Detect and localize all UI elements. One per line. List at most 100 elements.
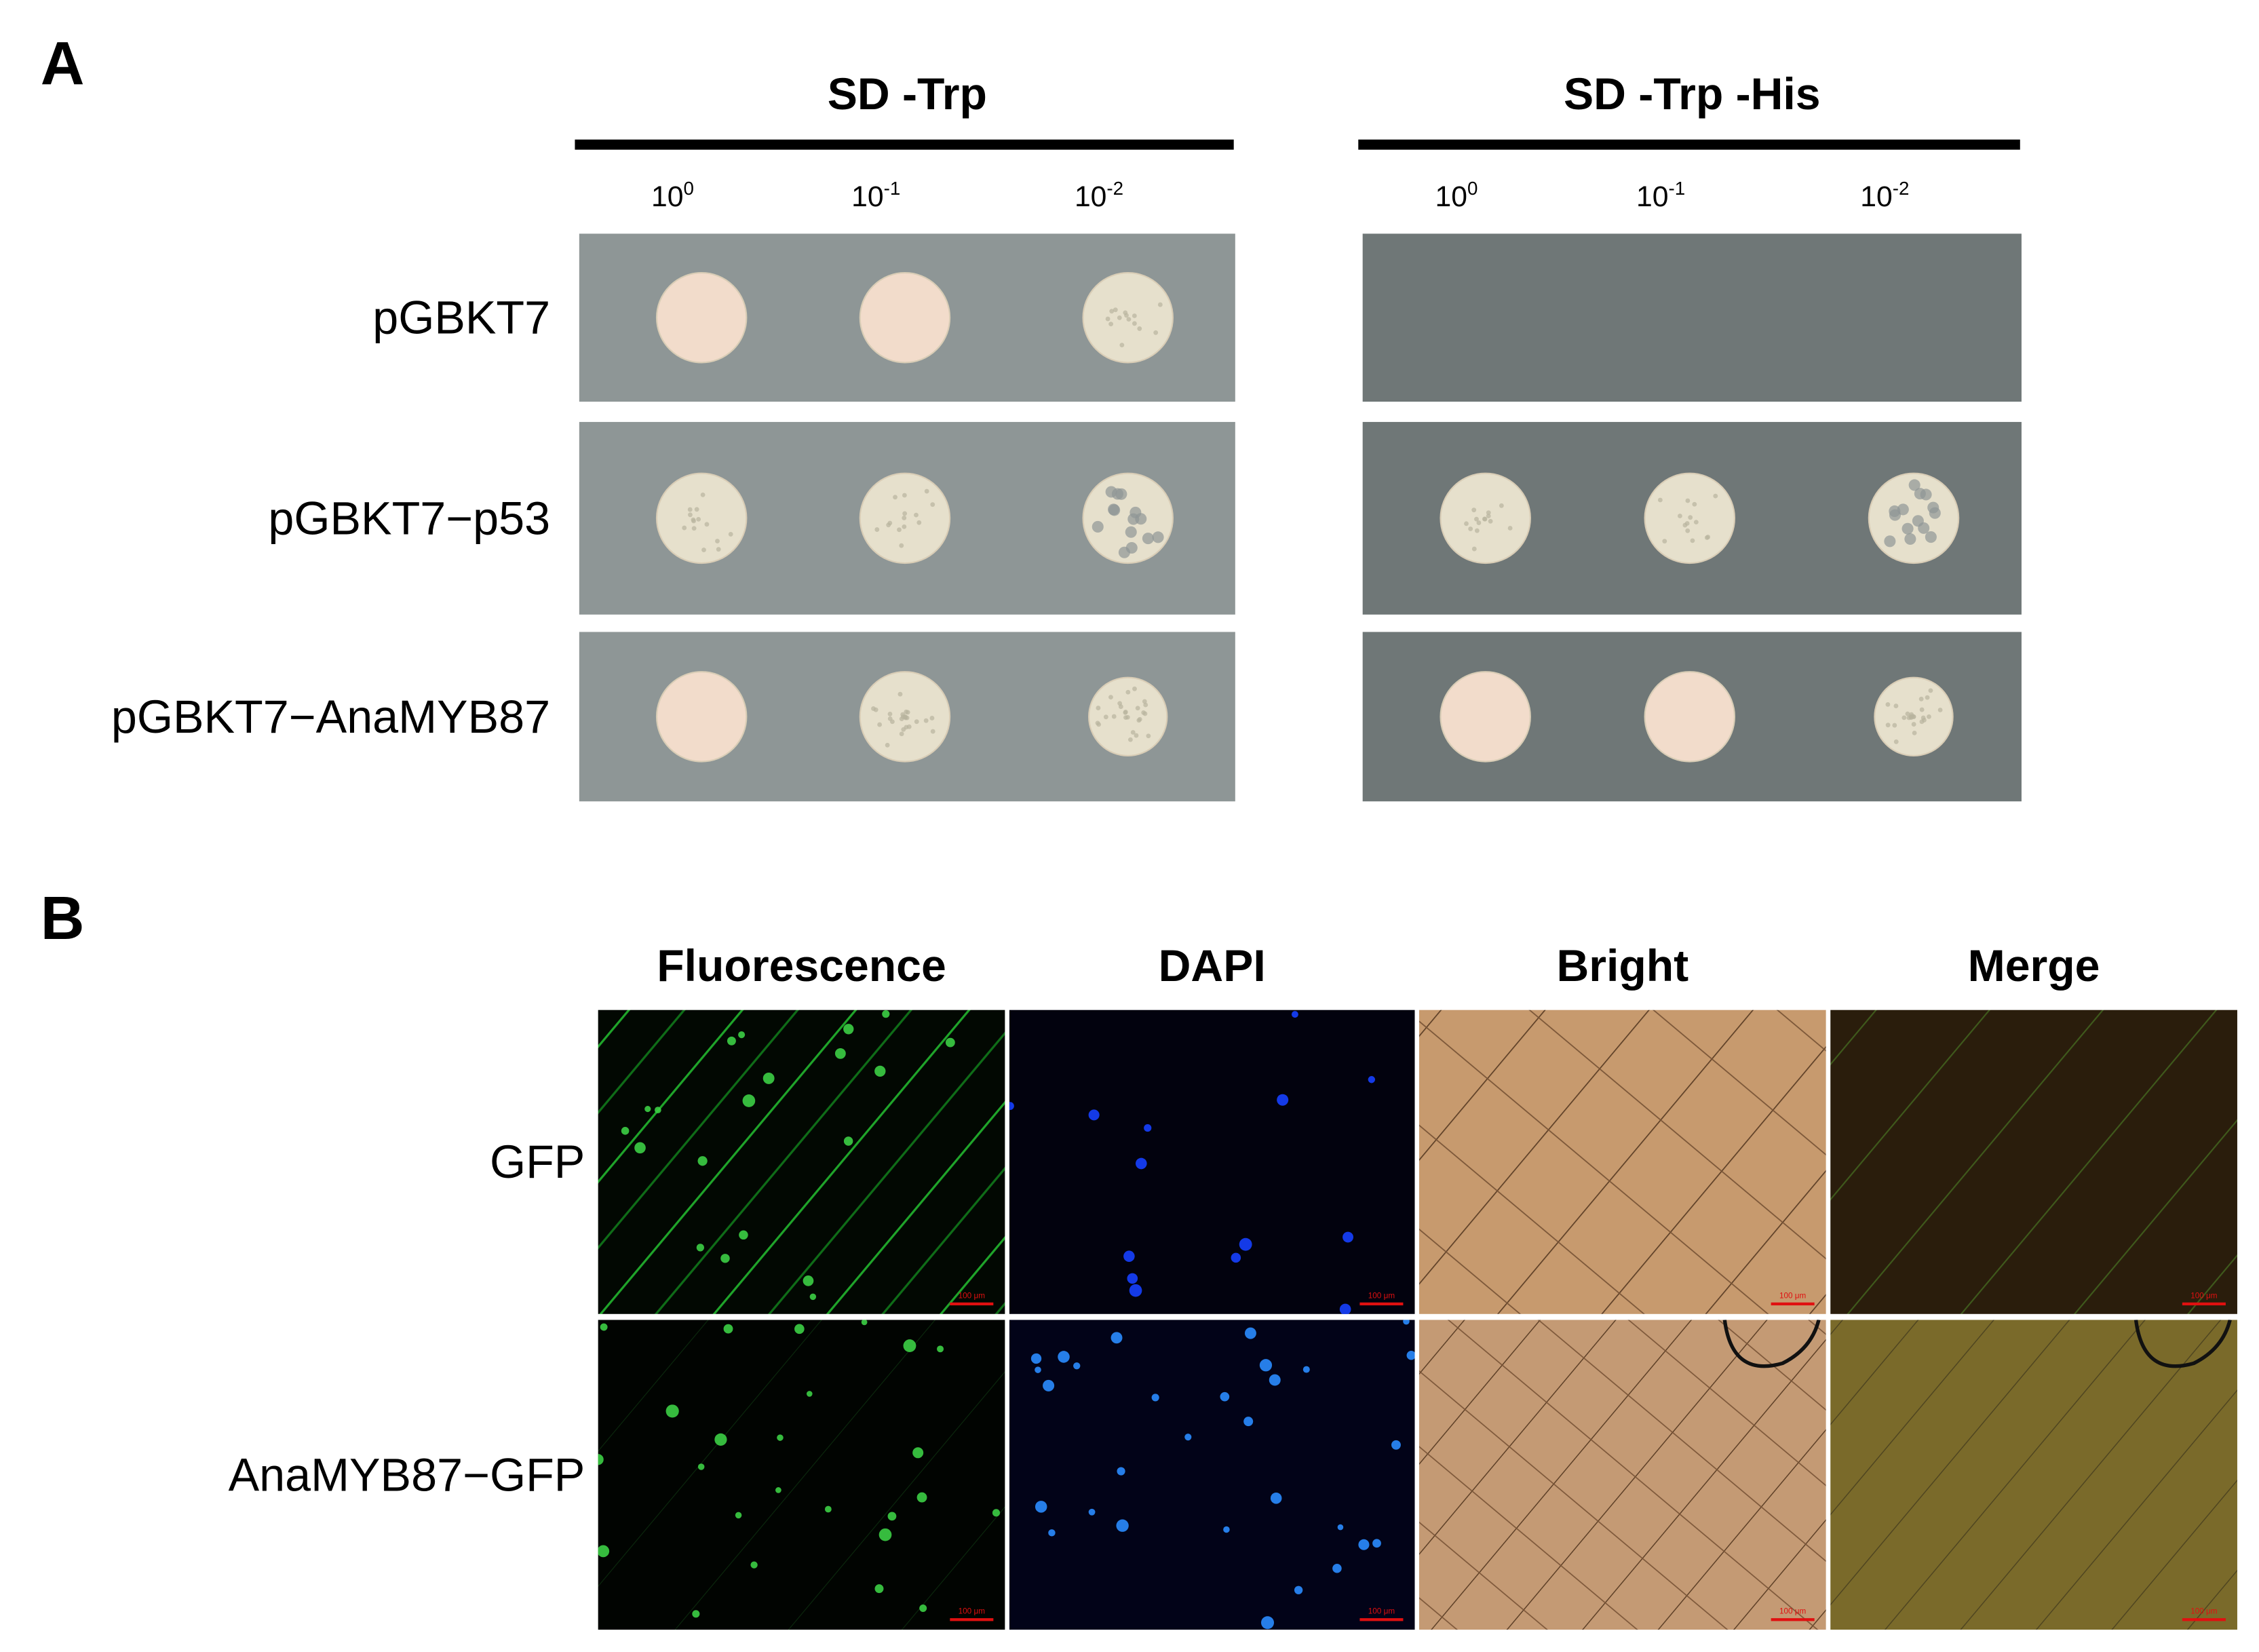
nucleus bbox=[1406, 1351, 1415, 1360]
colony-texture bbox=[1901, 715, 1907, 721]
scale-bar bbox=[950, 1618, 994, 1621]
scale-bar bbox=[2182, 1618, 2226, 1621]
micrograph-content: 100 μm bbox=[1418, 1320, 1826, 1630]
colony-texture bbox=[914, 719, 919, 725]
nucleus bbox=[1343, 1231, 1353, 1243]
colony-texture bbox=[906, 724, 912, 729]
colony bbox=[655, 472, 748, 564]
nucleus bbox=[806, 1391, 813, 1397]
colony-texture bbox=[1893, 739, 1899, 744]
colony-texture bbox=[904, 709, 909, 714]
micrograph: 100 μm bbox=[598, 1010, 1005, 1314]
colony-texture bbox=[1905, 711, 1910, 716]
micrograph-bg bbox=[1830, 1320, 2237, 1630]
nucleus bbox=[912, 1447, 924, 1459]
panel-label: B bbox=[41, 884, 85, 952]
micrograph: 100 μm bbox=[1009, 1320, 1415, 1630]
colony-texture bbox=[1119, 343, 1125, 348]
nucleus bbox=[1035, 1366, 1041, 1373]
micrograph-bg bbox=[1009, 1320, 1415, 1630]
colony-texture bbox=[887, 520, 893, 526]
nucleus bbox=[739, 1230, 748, 1240]
nucleus bbox=[1269, 1374, 1281, 1386]
column-title: Fluorescence bbox=[657, 941, 946, 991]
colony-texture bbox=[1919, 707, 1925, 712]
colony-texture bbox=[1685, 498, 1691, 503]
micrograph: 100 μm bbox=[1418, 1320, 1826, 1630]
dilution-exponent: -1 bbox=[884, 178, 901, 199]
colony-texture bbox=[1141, 710, 1146, 715]
colony-texture bbox=[1132, 686, 1137, 691]
nucleus bbox=[1009, 1102, 1014, 1111]
nucleus bbox=[1035, 1501, 1047, 1513]
dilution-label: 10-1 bbox=[1636, 178, 1685, 213]
colony-texture bbox=[704, 522, 710, 527]
colony-texture bbox=[897, 527, 902, 533]
colony-texture bbox=[930, 502, 935, 507]
scale-bar-label: 100 μm bbox=[1368, 1291, 1395, 1300]
micrograph-bg bbox=[1009, 1010, 1415, 1314]
colony-texture bbox=[1125, 526, 1137, 538]
colony-texture bbox=[700, 492, 706, 497]
colony-texture bbox=[929, 716, 935, 721]
colony-texture bbox=[874, 527, 880, 532]
nucleus bbox=[1129, 1284, 1142, 1297]
nucleus bbox=[777, 1434, 784, 1441]
colony-texture bbox=[1488, 518, 1493, 524]
scale-bar-label: 100 μm bbox=[959, 1291, 985, 1300]
colony-texture bbox=[1897, 503, 1909, 516]
colony-texture bbox=[1471, 507, 1477, 513]
nucleus bbox=[1302, 1366, 1310, 1373]
nucleus bbox=[843, 1024, 854, 1035]
colony-texture bbox=[1123, 310, 1128, 315]
colony-texture bbox=[930, 729, 935, 734]
header-bar bbox=[1358, 139, 2020, 150]
nucleus bbox=[1339, 1303, 1351, 1314]
dilution-exponent: -1 bbox=[1668, 178, 1685, 199]
nucleus bbox=[600, 1323, 608, 1331]
colony-texture bbox=[1685, 528, 1691, 533]
column-title: Bright bbox=[1556, 941, 1688, 991]
colony-texture bbox=[696, 516, 701, 522]
colony-texture bbox=[897, 691, 903, 697]
panel-label: A bbox=[41, 30, 85, 98]
micrograph-content: 100 μm bbox=[598, 1320, 1005, 1630]
colony-texture bbox=[1157, 302, 1163, 307]
colony-texture bbox=[1662, 539, 1667, 544]
colony-texture bbox=[1920, 488, 1932, 501]
colony-texture bbox=[1713, 493, 1718, 499]
nucleus bbox=[1117, 1467, 1125, 1476]
nucleus bbox=[878, 1528, 892, 1541]
nucleus bbox=[1231, 1252, 1241, 1263]
colony-texture bbox=[1925, 695, 1930, 700]
scale-bar bbox=[1359, 1302, 1404, 1306]
micrograph-bg bbox=[598, 1320, 1005, 1630]
colony-texture bbox=[1912, 730, 1917, 735]
colony-texture bbox=[899, 731, 904, 737]
colony-texture bbox=[1884, 535, 1896, 548]
nucleus bbox=[1270, 1493, 1282, 1504]
colony-texture bbox=[904, 715, 910, 721]
nucleus bbox=[1403, 1320, 1410, 1325]
colony-texture bbox=[871, 706, 876, 711]
dilution-label: 10-1 bbox=[851, 178, 900, 213]
nucleus bbox=[1332, 1563, 1342, 1573]
colony-texture bbox=[1115, 488, 1127, 500]
colony-texture bbox=[899, 543, 904, 548]
scale-bar bbox=[1771, 1302, 1815, 1306]
micrograph-content: 100 μm bbox=[1009, 1010, 1415, 1314]
nucleus bbox=[1127, 1273, 1138, 1284]
nucleus bbox=[1184, 1434, 1192, 1441]
colony-texture bbox=[1499, 503, 1504, 508]
colony-texture bbox=[1885, 723, 1891, 728]
colony-texture bbox=[1474, 516, 1479, 522]
colony-texture bbox=[1507, 526, 1513, 531]
nucleus bbox=[742, 1094, 756, 1107]
dilution-base: 10 bbox=[1636, 180, 1668, 213]
dilution-label: 10-2 bbox=[1860, 178, 1909, 213]
nucleus bbox=[1368, 1076, 1376, 1083]
colony-texture bbox=[1692, 501, 1697, 507]
colony-texture bbox=[1142, 533, 1154, 545]
colony-texture bbox=[1684, 521, 1690, 526]
